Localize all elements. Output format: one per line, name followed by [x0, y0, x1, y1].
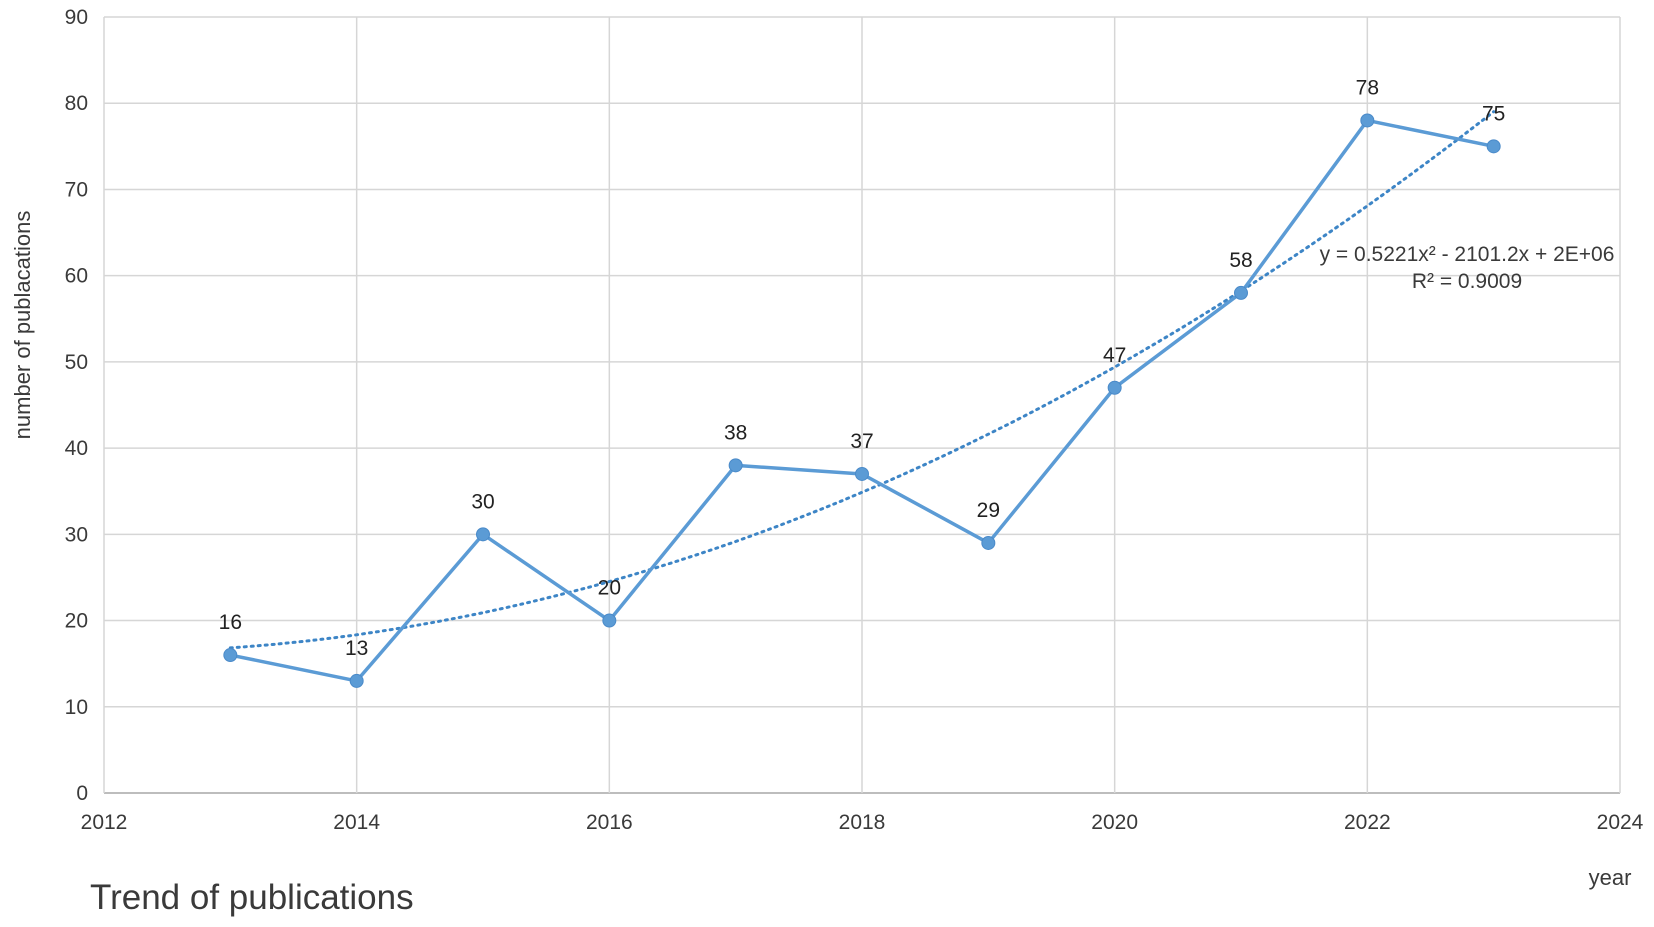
data-point [602, 613, 617, 628]
x-axis-label: year [1589, 865, 1632, 890]
trendline-path [228, 110, 1496, 650]
data-label: 20 [598, 577, 621, 600]
chart-title: Trend of publications [90, 878, 414, 917]
series [223, 113, 1501, 688]
y-axis-label: number of publacations [10, 211, 35, 440]
y-tick-label: 30 [65, 523, 88, 546]
data-label: 75 [1482, 102, 1505, 125]
data-label: 38 [724, 421, 747, 444]
x-tick-label: 2014 [333, 811, 380, 834]
y-tick-label: 20 [65, 610, 88, 633]
trendline-equation: y = 0.5221x² - 2101.2x + 2E+06 [1320, 243, 1615, 266]
data-labels: 16 13 30 20 38 37 29 47 58 78 75 [219, 76, 1506, 659]
y-tick-label: 80 [65, 92, 88, 115]
data-point [855, 466, 869, 481]
y-tick-label: 50 [65, 351, 88, 374]
data-label: 13 [345, 637, 368, 660]
data-point [1360, 113, 1375, 128]
data-label: 78 [1356, 76, 1379, 99]
data-point [349, 673, 364, 688]
y-tick-label: 60 [65, 265, 88, 288]
y-tick-label: 70 [65, 178, 88, 201]
data-point [476, 527, 490, 542]
x-tick-label: 2020 [1091, 811, 1138, 834]
data-point [1234, 285, 1248, 300]
data-label: 16 [219, 611, 242, 634]
y-tick-label: 40 [65, 437, 88, 460]
y-tick-label: 90 [65, 6, 88, 29]
data-label: 37 [850, 430, 873, 453]
trendline [228, 110, 1496, 650]
gridlines [103, 16, 1621, 794]
data-label: 47 [1103, 344, 1126, 367]
data-point [728, 458, 743, 473]
data-point [1107, 380, 1122, 395]
data-point [223, 648, 238, 663]
data-point [981, 535, 996, 550]
y-tick-label: 10 [65, 696, 88, 719]
data-label: 29 [977, 499, 1000, 522]
x-tick-label: 2018 [839, 811, 886, 834]
x-tick-label: 2012 [81, 811, 128, 834]
data-point [1486, 139, 1501, 154]
data-label: 58 [1229, 249, 1252, 272]
trendline-r-squared: R² = 0.9009 [1412, 270, 1522, 293]
y-tick-label: 0 [76, 782, 88, 805]
x-tick-label: 2016 [586, 811, 633, 834]
data-label: 30 [471, 490, 494, 513]
x-tick-label: 2022 [1344, 811, 1391, 834]
x-tick-label: 2024 [1597, 811, 1644, 834]
